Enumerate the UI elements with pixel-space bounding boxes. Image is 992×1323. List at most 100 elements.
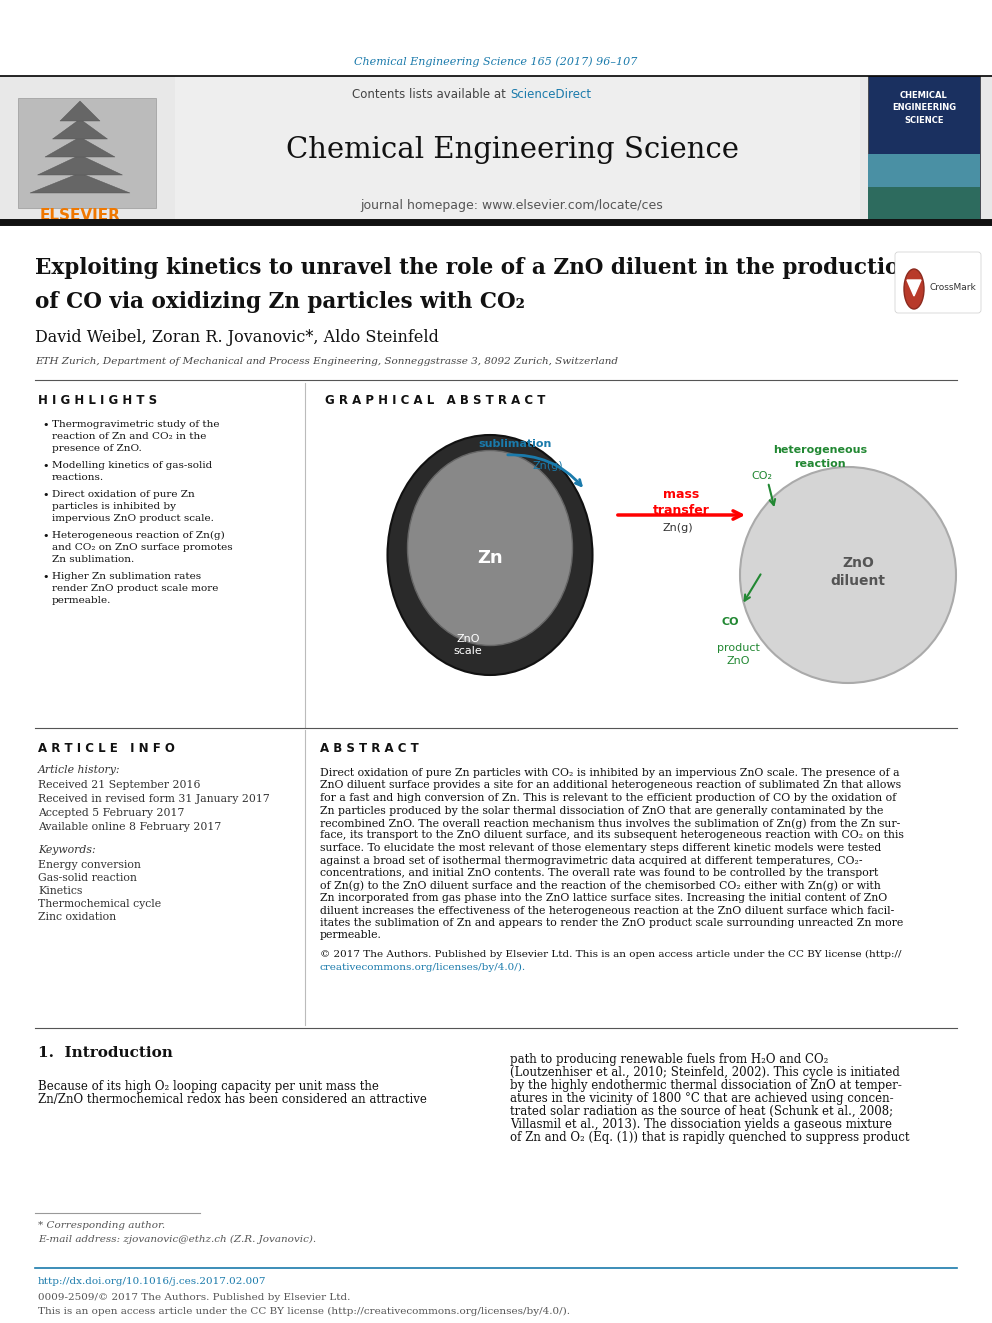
Text: Accepted 5 February 2017: Accepted 5 February 2017: [38, 808, 185, 818]
Text: ZnO: ZnO: [726, 656, 750, 665]
Text: face, its transport to the ZnO diluent surface, and its subsequent heterogeneous: face, its transport to the ZnO diluent s…: [320, 831, 904, 840]
Text: impervious ZnO product scale.: impervious ZnO product scale.: [52, 515, 214, 523]
Text: 0009-2509/© 2017 The Authors. Published by Elsevier Ltd.: 0009-2509/© 2017 The Authors. Published …: [38, 1293, 350, 1302]
Polygon shape: [907, 280, 921, 296]
Text: recombined ZnO. The overall reaction mechanism thus involves the sublimation of : recombined ZnO. The overall reaction mec…: [320, 818, 901, 828]
Text: Zn sublimation.: Zn sublimation.: [52, 556, 134, 564]
Polygon shape: [53, 119, 107, 139]
Bar: [868, 153, 980, 187]
Text: Villasmil et al., 2013). The dissociation yields a gaseous mixture: Villasmil et al., 2013). The dissociatio…: [510, 1118, 892, 1131]
Text: Available online 8 February 2017: Available online 8 February 2017: [38, 822, 221, 832]
Text: reaction: reaction: [795, 459, 846, 468]
Text: creativecommons.org/licenses/by/4.0/).: creativecommons.org/licenses/by/4.0/).: [320, 963, 526, 972]
Text: diluent increases the effectiveness of the heterogeneous reaction at the ZnO dil: diluent increases the effectiveness of t…: [320, 905, 894, 916]
Text: Direct oxidation of pure Zn particles with CO₂ is inhibited by an impervious ZnO: Direct oxidation of pure Zn particles wi…: [320, 767, 900, 778]
Text: atures in the vicinity of 1800 °C that are achieved using concen-: atures in the vicinity of 1800 °C that a…: [510, 1091, 894, 1105]
Bar: [0, 75, 992, 222]
Text: presence of ZnO.: presence of ZnO.: [52, 445, 142, 452]
Text: Zn(g): Zn(g): [663, 523, 693, 533]
Text: •: •: [42, 419, 49, 430]
Text: This is an open access article under the CC BY license (http://creativecommons.o: This is an open access article under the…: [38, 1306, 570, 1315]
Text: E-mail address: zjovanovic@ethz.ch (Z.R. Jovanovic).: E-mail address: zjovanovic@ethz.ch (Z.R.…: [38, 1234, 316, 1244]
Text: ZnO
diluent: ZnO diluent: [830, 557, 886, 587]
Text: Zn: Zn: [477, 549, 503, 568]
Bar: [868, 75, 980, 222]
Text: David Weibel, Zoran R. Jovanovic*, Aldo Steinfeld: David Weibel, Zoran R. Jovanovic*, Aldo …: [35, 328, 438, 345]
Text: Modelling kinetics of gas-solid: Modelling kinetics of gas-solid: [52, 460, 212, 470]
Polygon shape: [45, 138, 115, 157]
Text: Contents lists available at: Contents lists available at: [352, 89, 510, 102]
Text: sublimation: sublimation: [478, 439, 552, 448]
Text: reactions.: reactions.: [52, 474, 104, 482]
Text: itates the sublimation of Zn and appears to render the ZnO product scale surroun: itates the sublimation of Zn and appears…: [320, 918, 904, 927]
Text: CrossMark: CrossMark: [930, 283, 977, 291]
Text: Exploiting kinetics to unravel the role of a ZnO diluent in the production: Exploiting kinetics to unravel the role …: [35, 257, 915, 279]
Text: •: •: [42, 572, 49, 582]
Text: Heterogeneous reaction of Zn(g): Heterogeneous reaction of Zn(g): [52, 531, 225, 540]
Bar: [868, 153, 980, 222]
Bar: [175, 75, 860, 222]
Text: product: product: [716, 643, 760, 654]
Text: of Zn and O₂ (Eq. (1)) that is rapidly quenched to suppress product: of Zn and O₂ (Eq. (1)) that is rapidly q…: [510, 1131, 910, 1144]
Text: Zinc oxidation: Zinc oxidation: [38, 912, 116, 922]
Text: Thermogravimetric study of the: Thermogravimetric study of the: [52, 419, 219, 429]
Text: particles is inhibited by: particles is inhibited by: [52, 501, 176, 511]
Text: CO: CO: [721, 617, 739, 627]
Text: A B S T R A C T: A B S T R A C T: [320, 741, 419, 754]
Text: against a broad set of isothermal thermogravimetric data acquired at different t: against a broad set of isothermal thermo…: [320, 856, 862, 865]
Text: permeable.: permeable.: [320, 930, 382, 941]
Text: Higher Zn sublimation rates: Higher Zn sublimation rates: [52, 572, 201, 581]
Text: •: •: [42, 531, 49, 541]
Text: heterogeneous: heterogeneous: [773, 445, 867, 455]
Text: path to producing renewable fuels from H₂O and CO₂: path to producing renewable fuels from H…: [510, 1053, 828, 1066]
Text: ScienceDirect: ScienceDirect: [510, 89, 591, 102]
Text: Direct oxidation of pure Zn: Direct oxidation of pure Zn: [52, 490, 194, 499]
Polygon shape: [30, 173, 130, 193]
Text: Keywords:: Keywords:: [38, 845, 95, 855]
Text: of Zn(g) to the ZnO diluent surface and the reaction of the chemisorbed CO₂ eith: of Zn(g) to the ZnO diluent surface and …: [320, 881, 881, 892]
Bar: [18, 98, 156, 208]
Text: Zn particles produced by the solar thermal dissociation of ZnO that are generall: Zn particles produced by the solar therm…: [320, 806, 883, 815]
Text: Zn(g): Zn(g): [533, 460, 563, 471]
Text: Zn incorporated from gas phase into the ZnO lattice surface sites. Increasing th: Zn incorporated from gas phase into the …: [320, 893, 887, 904]
Text: transfer: transfer: [653, 504, 709, 517]
Text: ETH Zurich, Department of Mechanical and Process Engineering, Sonneggstrasse 3, : ETH Zurich, Department of Mechanical and…: [35, 357, 618, 366]
Text: ZnO
scale: ZnO scale: [453, 634, 482, 656]
Text: of CO via oxidizing Zn particles with CO₂: of CO via oxidizing Zn particles with CO…: [35, 291, 525, 314]
Text: Energy conversion: Energy conversion: [38, 860, 141, 871]
Text: Thermochemical cycle: Thermochemical cycle: [38, 900, 161, 909]
Circle shape: [740, 467, 956, 683]
Text: Because of its high O₂ looping capacity per unit mass the: Because of its high O₂ looping capacity …: [38, 1080, 379, 1093]
Text: * Corresponding author.: * Corresponding author.: [38, 1221, 165, 1229]
Text: Chemical Engineering Science 165 (2017) 96–107: Chemical Engineering Science 165 (2017) …: [354, 57, 638, 67]
Text: A R T I C L E   I N F O: A R T I C L E I N F O: [38, 741, 175, 754]
Text: and CO₂ on ZnO surface promotes: and CO₂ on ZnO surface promotes: [52, 542, 233, 552]
Text: mass: mass: [663, 488, 699, 501]
Text: trated solar radiation as the source of heat (Schunk et al., 2008;: trated solar radiation as the source of …: [510, 1105, 893, 1118]
Text: •: •: [42, 460, 49, 471]
Text: journal homepage: www.elsevier.com/locate/ces: journal homepage: www.elsevier.com/locat…: [361, 198, 664, 212]
Text: H I G H L I G H T S: H I G H L I G H T S: [38, 393, 157, 406]
FancyBboxPatch shape: [895, 251, 981, 314]
Text: G R A P H I C A L   A B S T R A C T: G R A P H I C A L A B S T R A C T: [325, 393, 546, 406]
Text: reaction of Zn and CO₂ in the: reaction of Zn and CO₂ in the: [52, 433, 206, 441]
Ellipse shape: [388, 435, 592, 675]
Text: concentrations, and initial ZnO contents. The overall rate was found to be contr: concentrations, and initial ZnO contents…: [320, 868, 878, 878]
Text: render ZnO product scale more: render ZnO product scale more: [52, 583, 218, 593]
Ellipse shape: [408, 451, 572, 646]
Text: permeable.: permeable.: [52, 595, 111, 605]
Ellipse shape: [904, 269, 924, 310]
Text: •: •: [42, 490, 49, 500]
Text: Chemical Engineering Science: Chemical Engineering Science: [286, 136, 738, 164]
Text: 1.  Introduction: 1. Introduction: [38, 1046, 173, 1060]
Text: Gas-solid reaction: Gas-solid reaction: [38, 873, 137, 882]
Text: ELSEVIER: ELSEVIER: [40, 209, 120, 224]
Text: Received 21 September 2016: Received 21 September 2016: [38, 781, 200, 790]
Text: (Loutzenhiser et al., 2010; Steinfeld, 2002). This cycle is initiated: (Loutzenhiser et al., 2010; Steinfeld, 2…: [510, 1066, 900, 1080]
Text: for a fast and high conversion of Zn. This is relevant to the efficient producti: for a fast and high conversion of Zn. Th…: [320, 792, 896, 803]
Text: Article history:: Article history:: [38, 765, 120, 775]
Text: http://dx.doi.org/10.1016/j.ces.2017.02.007: http://dx.doi.org/10.1016/j.ces.2017.02.…: [38, 1278, 267, 1286]
Text: by the highly endothermic thermal dissociation of ZnO at temper-: by the highly endothermic thermal dissoc…: [510, 1080, 902, 1091]
Text: CO₂: CO₂: [752, 471, 773, 482]
Text: Zn/ZnO thermochemical redox has been considered an attractive: Zn/ZnO thermochemical redox has been con…: [38, 1093, 427, 1106]
